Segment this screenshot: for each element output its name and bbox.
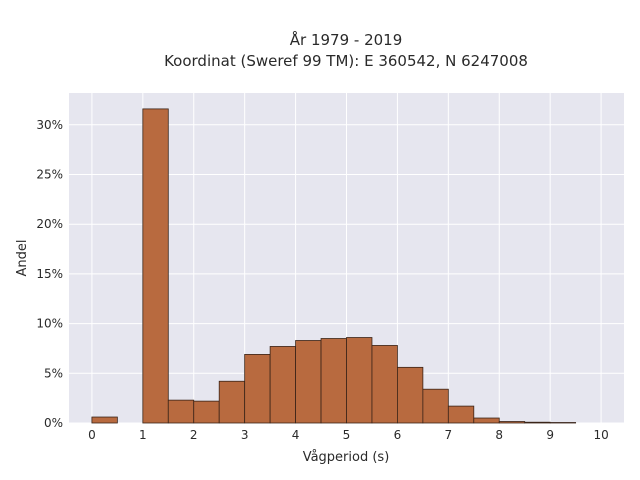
bar-bin-9 (320, 338, 347, 424)
bar-bin-15 (473, 417, 500, 424)
bar-bin-17 (524, 421, 551, 424)
x-tick-labels: 0 1 2 3 4 5 6 7 8 9 10 (88, 428, 609, 442)
x-axis-label: Vågperiod (s) (303, 450, 390, 465)
x-tick-label-1: 1 (139, 428, 147, 442)
y-tick-label-2: 10% (36, 317, 63, 331)
bar-bin-7 (269, 346, 296, 424)
x-tick-label-0: 0 (88, 428, 96, 442)
bar-bin-4 (193, 400, 220, 424)
bar-bin-14 (447, 405, 475, 424)
x-tick-label-10: 10 (593, 428, 608, 442)
y-axis-label: Andel (15, 240, 30, 277)
x-tick-label-9: 9 (546, 428, 554, 442)
x-tick-label-5: 5 (343, 428, 351, 442)
x-tick-label-8: 8 (495, 428, 503, 442)
bar-bin-16 (498, 421, 526, 424)
x-tick-label-3: 3 (241, 428, 249, 442)
chart-title-line-2: Koordinat (Sweref 99 TM): E 360542, N 62… (164, 52, 528, 70)
bar-bin-3 (167, 399, 195, 424)
x-tick-label-2: 2 (190, 428, 198, 442)
bar-bin-18 (549, 422, 577, 424)
x-tick-label-4: 4 (292, 428, 300, 442)
y-tick-label-4: 20% (36, 217, 63, 231)
y-tick-labels: 0% 5% 10% 15% 20% 25% 30% (36, 118, 63, 430)
y-tick-label-5: 25% (36, 168, 63, 182)
bar-bin-8 (295, 340, 322, 424)
bar-bin-0 (91, 416, 118, 424)
bar-bin-5 (218, 380, 246, 424)
y-tick-label-3: 15% (36, 267, 63, 281)
x-tick-label-6: 6 (394, 428, 402, 442)
bar-bin-13 (422, 388, 449, 424)
x-tick-label-7: 7 (445, 428, 453, 442)
bar-bin-6 (244, 354, 271, 424)
y-tick-label-6: 30% (36, 118, 63, 132)
y-tick-label-0: 0% (44, 416, 63, 430)
bar-bin-11 (371, 345, 398, 424)
y-tick-label-1: 5% (44, 366, 63, 380)
bar-bin-10 (346, 337, 373, 424)
bar-bin-2 (142, 108, 169, 424)
chart-title-line-1: År 1979 - 2019 (290, 30, 403, 49)
bar-bin-12 (397, 366, 424, 424)
histogram-bars (91, 108, 577, 424)
